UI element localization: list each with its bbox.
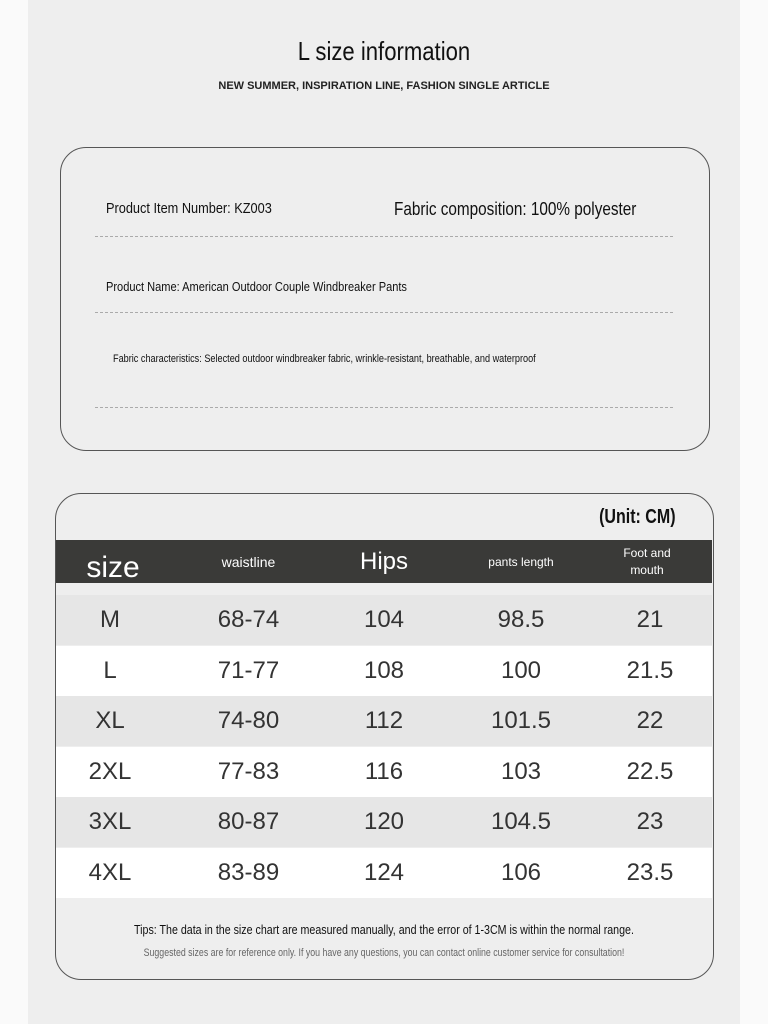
tips-main: Tips: The data in the size chart are mea…: [134, 922, 634, 937]
table-cell: 116: [364, 757, 404, 785]
table-cell: 23.5: [626, 858, 674, 886]
table-cell: 22.5: [626, 757, 674, 785]
table-cell: 101.5: [490, 707, 552, 734]
table-cell: 77-83: [217, 757, 280, 785]
product-info-card: [60, 147, 710, 451]
table-cell: 124: [363, 858, 405, 886]
table-cell: 21.5: [626, 656, 674, 684]
page-title: L size information: [297, 36, 471, 66]
table-cell: 104.5: [490, 808, 552, 835]
table-cell: 23: [636, 808, 664, 835]
fabric-composition: Fabric composition: 100% polyester: [394, 199, 637, 219]
table-cell: 108: [363, 656, 405, 684]
header-waistline: waistline: [221, 553, 276, 570]
table-cell: 21: [636, 606, 664, 633]
table-cell: 68-74: [217, 606, 280, 633]
size-chart-card: [55, 493, 714, 980]
divider: [95, 236, 673, 237]
tips-note: Suggested sizes are for reference only. …: [143, 947, 625, 959]
table-cell: 100: [500, 656, 542, 684]
product-name: Product Name: American Outdoor Couple Wi…: [106, 279, 407, 294]
table-cell: 104: [363, 606, 405, 633]
table-cell: 83-89: [217, 858, 280, 886]
table-row: XL 74-80 112 101.5 22: [56, 696, 712, 746]
table-row: L 71-77 108 100 21.5: [56, 645, 712, 696]
table-cell: 112: [364, 707, 404, 734]
header-size: size: [86, 550, 140, 584]
table-cell: 22: [636, 707, 664, 734]
table-cell: 120: [363, 808, 405, 835]
table-cell: 103: [500, 757, 542, 785]
table-cell: 2XL: [88, 757, 132, 785]
page-subtitle: NEW SUMMER, INSPIRATION LINE, FASHION SI…: [218, 80, 550, 92]
table-cell: 106: [500, 858, 542, 886]
table-cell: 74-80: [217, 707, 280, 734]
fabric-characteristics: Fabric characteristics: Selected outdoor…: [113, 353, 536, 365]
header-pants-length: pants length: [488, 554, 554, 569]
divider: [95, 312, 673, 313]
table-cell: 80-87: [217, 808, 280, 835]
table-row: 2XL 77-83 116 103 22.5: [56, 746, 712, 797]
header-hips: Hips: [359, 547, 408, 575]
item-number: Product Item Number: KZ003: [106, 200, 272, 217]
table-cell: 4XL: [88, 858, 132, 886]
table-cell: M: [100, 606, 120, 633]
divider: [95, 407, 673, 408]
table-cell: XL: [95, 707, 125, 734]
table-cell: 98.5: [497, 606, 545, 633]
table-cell: 71-77: [217, 656, 280, 684]
unit-label: (Unit: CM): [599, 506, 676, 528]
table-row: 4XL 83-89 124 106 23.5: [56, 847, 712, 898]
table-row: M 68-74 104 98.5 21: [56, 595, 712, 645]
table-cell: L: [103, 656, 117, 684]
table-header: size waistline Hips pants length Foot an…: [56, 540, 712, 584]
table-cell: 3XL: [88, 808, 132, 835]
header-foot-mouth: Foot and mouth: [623, 545, 671, 577]
table-row: 3XL 80-87 120 104.5 23: [56, 797, 712, 847]
